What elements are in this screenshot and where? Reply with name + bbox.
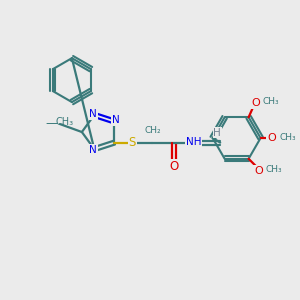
Text: —: — <box>46 116 58 130</box>
Text: N: N <box>89 145 97 155</box>
Text: O: O <box>254 166 263 176</box>
Text: O: O <box>251 98 260 108</box>
Text: S: S <box>129 136 136 149</box>
Text: CH₃: CH₃ <box>56 117 74 127</box>
Text: CH₃: CH₃ <box>266 165 282 174</box>
Text: CH₃: CH₃ <box>280 133 296 142</box>
Text: O: O <box>170 160 179 173</box>
Text: CH₃: CH₃ <box>262 97 279 106</box>
Text: O: O <box>267 133 276 143</box>
Text: NH: NH <box>185 136 201 147</box>
Text: N: N <box>112 116 119 125</box>
Text: CH₂: CH₂ <box>144 126 160 135</box>
Text: H: H <box>213 128 221 138</box>
Text: N: N <box>89 109 97 119</box>
